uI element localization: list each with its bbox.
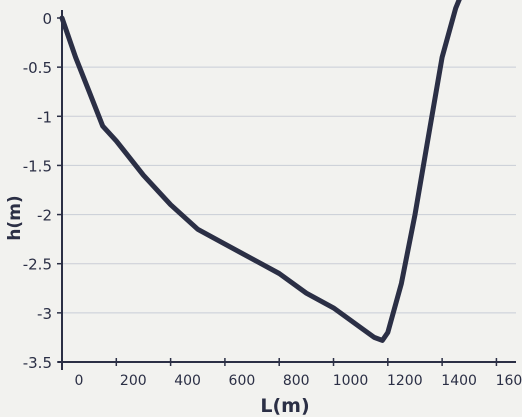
x-tick-label: 0 xyxy=(75,373,84,389)
y-tick-label: -1.5 xyxy=(23,157,52,175)
y-tick-label: -2 xyxy=(37,207,52,225)
x-tick-label: 1600 xyxy=(496,373,522,389)
x-tick-label: 800 xyxy=(283,373,310,389)
y-tick-label: -3.5 xyxy=(23,354,52,372)
series-line xyxy=(59,0,462,343)
x-tick-label: 600 xyxy=(229,373,256,389)
y-tick-label: -0.5 xyxy=(23,59,52,77)
y-axis-label: h(m) xyxy=(5,195,25,240)
x-tick-label: 1400 xyxy=(441,373,477,389)
x-tick-labels: 0 200 400 600 800 1000 1200 1400 1600 xyxy=(61,358,522,389)
series-layer xyxy=(59,0,462,343)
x-tick-label: 1200 xyxy=(387,373,423,389)
x-tick-label: 1000 xyxy=(333,373,369,389)
x-axis-label: L(m) xyxy=(260,395,309,417)
y-tick-label: 0 xyxy=(42,10,52,28)
y-tick-label: -3 xyxy=(37,305,52,323)
y-tick-label: -1 xyxy=(37,108,52,126)
y-tick-label: -2.5 xyxy=(23,256,52,274)
x-tick-label: 400 xyxy=(174,373,201,389)
x-tick-label: 200 xyxy=(120,373,147,389)
y-tick-labels: 0 -0.5 -1 -1.5 -2 -2.5 -3 -3.5 xyxy=(23,10,62,372)
